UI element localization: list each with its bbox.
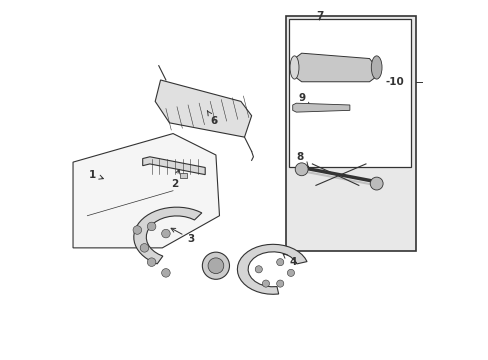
Ellipse shape	[289, 56, 298, 79]
Polygon shape	[142, 157, 205, 175]
Text: 5: 5	[214, 266, 227, 276]
Circle shape	[162, 269, 170, 277]
Circle shape	[276, 280, 283, 287]
Circle shape	[147, 258, 156, 266]
Circle shape	[255, 266, 262, 273]
Text: 2: 2	[171, 170, 180, 189]
Polygon shape	[294, 53, 376, 82]
FancyBboxPatch shape	[288, 19, 410, 167]
Polygon shape	[155, 80, 251, 137]
Text: 7: 7	[315, 12, 323, 21]
Circle shape	[202, 252, 229, 279]
Text: 6: 6	[207, 111, 217, 126]
Circle shape	[276, 258, 283, 266]
Polygon shape	[180, 173, 187, 178]
Circle shape	[207, 258, 224, 274]
Polygon shape	[237, 244, 306, 294]
Polygon shape	[134, 207, 202, 264]
Text: 3: 3	[171, 228, 194, 244]
Ellipse shape	[370, 56, 381, 79]
Circle shape	[295, 163, 307, 176]
Circle shape	[147, 222, 156, 231]
Circle shape	[369, 177, 382, 190]
Circle shape	[133, 226, 142, 234]
Text: 4: 4	[283, 254, 296, 267]
Polygon shape	[73, 134, 219, 248]
Text: 9: 9	[298, 93, 309, 107]
Text: 1: 1	[89, 170, 103, 180]
Circle shape	[287, 269, 294, 276]
Circle shape	[262, 280, 269, 287]
Text: 8: 8	[296, 152, 307, 167]
FancyBboxPatch shape	[285, 16, 415, 251]
Circle shape	[140, 244, 148, 252]
Polygon shape	[292, 103, 349, 112]
Circle shape	[162, 229, 170, 238]
Text: -10: -10	[385, 77, 404, 87]
